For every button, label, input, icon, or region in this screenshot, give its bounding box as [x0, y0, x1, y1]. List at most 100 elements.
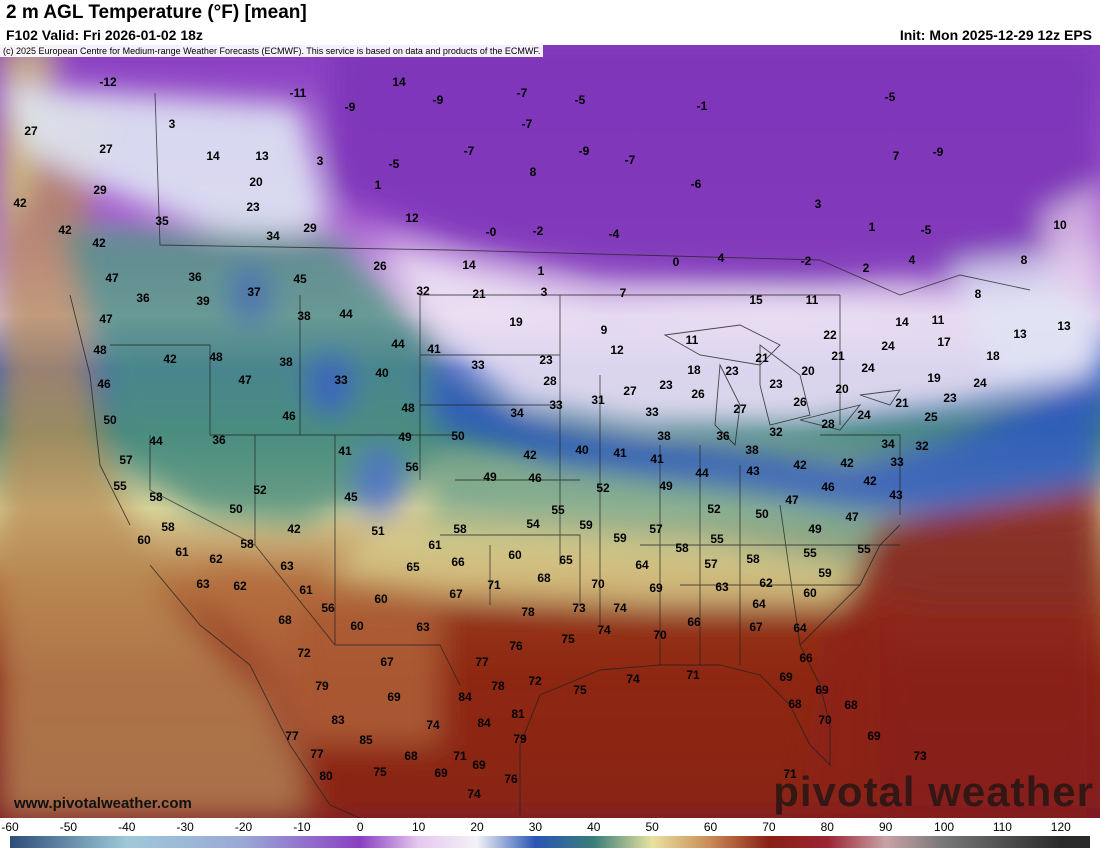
temperature-label: -2 [801, 254, 812, 268]
temperature-label: 48 [93, 343, 107, 357]
temperature-label: 61 [428, 538, 442, 552]
temperature-label: -1 [697, 99, 708, 113]
temperature-label: 13 [255, 149, 269, 163]
temperature-label: 69 [779, 670, 793, 684]
temperature-label: 74 [467, 787, 481, 801]
temperature-label: 29 [303, 221, 317, 235]
color-scale: -60 -50 -40 -30 -20 -10 0 10 20 30 40 50 60 70 80 90 100… [0, 818, 1100, 850]
temperature-label: 18 [687, 363, 701, 377]
temperature-label: 74 [613, 601, 627, 615]
temperature-label: 21 [895, 396, 909, 410]
temperature-label: 19 [927, 371, 941, 385]
temperature-label: 74 [626, 672, 640, 686]
temperature-label: -7 [464, 144, 475, 158]
temperature-label: 73 [913, 749, 927, 763]
init-time: Init: Mon 2025-12-29 12z EPS [899, 27, 1092, 43]
temperature-map[interactable]: -12 -11 14 -9 -9 -7 -5 -1 -5 27 3 -7 27 14 13 -7 -9 7 -9 3-… [0, 45, 1100, 818]
temperature-label: 54 [526, 517, 540, 531]
temperature-label: 69 [649, 581, 663, 595]
temperature-label: 36 [212, 433, 226, 447]
temperature-label: 68 [404, 749, 418, 763]
temperature-label: -7 [517, 86, 528, 100]
temperature-label: 42 [13, 196, 27, 210]
temperature-label: 65 [406, 560, 420, 574]
temperature-label: 70 [591, 577, 605, 591]
color-scale-tick: -30 [176, 820, 194, 834]
temperature-label: 58 [161, 520, 175, 534]
color-scale-tick: -10 [293, 820, 311, 834]
temperature-label: 10 [1053, 218, 1067, 232]
temperature-label: 42 [863, 474, 877, 488]
temperature-label: 67 [449, 587, 463, 601]
temperature-label: -7 [522, 117, 533, 131]
temperature-label: 23 [943, 391, 957, 405]
temperature-label: 46 [528, 471, 542, 485]
color-scale-tick: 10 [411, 820, 426, 834]
temperature-label: 37 [247, 285, 261, 299]
temperature-label: 23 [659, 378, 673, 392]
color-scale-tick: 50 [645, 820, 659, 834]
temperature-label: 32 [915, 439, 929, 453]
temperature-label: 38 [657, 429, 671, 443]
color-scale-tick: 90 [878, 820, 893, 834]
temperature-label: 24 [861, 361, 875, 375]
website-link[interactable]: www.pivotalweather.com [14, 795, 192, 812]
temperature-label: 42 [163, 352, 177, 366]
temperature-label: 64 [635, 558, 649, 572]
temperature-label: 60 [137, 533, 151, 547]
temperature-label: 33 [334, 373, 348, 387]
temperature-label: -9 [579, 144, 590, 158]
temperature-label: 41 [613, 446, 627, 460]
temperature-label: 27 [733, 402, 747, 416]
color-scale-tick: 80 [820, 820, 834, 834]
temperature-label: 31 [591, 393, 605, 407]
temperature-label: 49 [808, 522, 822, 536]
temperature-label: 36 [136, 291, 150, 305]
temperature-label: 39 [196, 294, 210, 308]
temperature-label: 63 [280, 559, 294, 573]
valid-time: F102 Valid: Fri 2026-01-02 18z [6, 27, 203, 43]
temperature-label: 77 [475, 655, 489, 669]
temperature-label: 32 [416, 284, 430, 298]
temperature-shading [0, 45, 1100, 818]
temperature-label: 49 [398, 430, 412, 444]
temperature-label: 40 [575, 443, 589, 457]
temperature-label: 68 [844, 698, 858, 712]
temperature-label: 71 [783, 767, 797, 781]
copyright-notice: (c) 2025 European Centre for Medium-rang… [0, 45, 544, 57]
temperature-label: 27 [623, 384, 637, 398]
temperature-label: 3 [815, 197, 822, 211]
temperature-label: 55 [551, 503, 565, 517]
color-scale-tick: -60 [1, 820, 19, 834]
temperature-label: 85 [359, 733, 373, 747]
temperature-label: 11 [806, 293, 819, 307]
temperature-label: 70 [818, 713, 832, 727]
temperature-label: 67 [749, 620, 763, 634]
temperature-label: 14 [206, 149, 220, 163]
temperature-label: 63 [196, 577, 210, 591]
temperature-label: 47 [238, 373, 252, 387]
temperature-label: 14 [895, 315, 909, 329]
color-scale-tick: -20 [234, 820, 253, 834]
temperature-label: 4 [909, 253, 916, 267]
temperature-label: 57 [119, 453, 133, 467]
temperature-label: 42 [58, 223, 72, 237]
temperature-label: 47 [785, 493, 799, 507]
temperature-label: 52 [707, 502, 721, 516]
temperature-label: 33 [890, 455, 904, 469]
temperature-label: 20 [249, 175, 263, 189]
temperature-label: 80 [319, 769, 333, 783]
temperature-label: 55 [857, 542, 871, 556]
temperature-label: 51 [371, 524, 385, 538]
temperature-label: 11 [932, 313, 945, 327]
temperature-label: 76 [509, 639, 523, 653]
temperature-label: -5 [885, 90, 896, 104]
temperature-label: 38 [297, 309, 311, 323]
temperature-label: 63 [715, 580, 729, 594]
temperature-label: 21 [831, 349, 845, 363]
temperature-label: 59 [579, 518, 593, 532]
temperature-label: 64 [752, 597, 766, 611]
temperature-label: 8 [530, 165, 537, 179]
temperature-label: 41 [427, 342, 441, 356]
temperature-label: 74 [597, 623, 611, 637]
